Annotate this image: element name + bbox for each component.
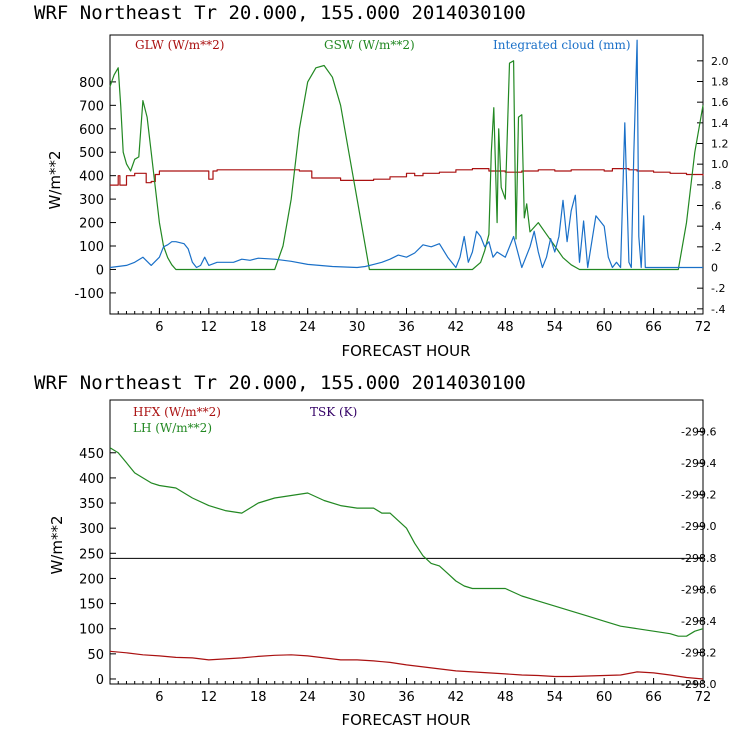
- y2-tick-label: .6: [711, 200, 722, 213]
- x-tick-label: 12: [201, 690, 218, 705]
- y-tick-label: 800: [79, 76, 104, 91]
- x-tick-label: 12: [201, 320, 218, 335]
- panel-1-title: WRF Northeast Tr 20.000, 155.000 2014030…: [34, 2, 526, 24]
- legend-integrated-cloud: Integrated cloud (mm): [493, 38, 631, 52]
- y2-tick-label: -298.2: [681, 646, 716, 659]
- y2-tick-label: 0: [711, 262, 718, 275]
- y-tick-label: 200: [79, 217, 104, 232]
- y-tick-label: 450: [79, 447, 104, 462]
- y2-tick-label: .4: [711, 220, 722, 233]
- x-tick-label: 60: [596, 690, 613, 705]
- y2-tick-label: -299.4: [681, 457, 716, 470]
- panel-2: WRF Northeast Tr 20.000, 155.000 2014030…: [34, 372, 716, 729]
- series-line-lh: [109, 447, 704, 637]
- y-tick-label: 100: [79, 240, 104, 255]
- legend-lh: LH (W/m**2): [133, 421, 212, 435]
- y-tick-label: 350: [79, 497, 104, 512]
- x-tick-label: 30: [349, 690, 366, 705]
- x-tick-label: 42: [448, 690, 465, 705]
- panel-2-ylabel: W/m**2: [48, 515, 66, 574]
- y-tick-label: 200: [79, 572, 104, 587]
- y2-tick-label: -299.6: [681, 426, 716, 439]
- legend-gsw: GSW (W/m**2): [324, 38, 415, 52]
- y2-tick-label: -.4: [711, 303, 725, 316]
- y-tick-label: 300: [79, 193, 104, 208]
- series-line-integrated: [109, 39, 703, 269]
- panel-1-xlabel: FORECAST HOUR: [341, 342, 470, 360]
- y-tick-label: 700: [79, 99, 104, 114]
- y2-tick-label: -298.0: [681, 678, 716, 691]
- y-tick-label: -100: [74, 287, 104, 302]
- x-tick-label: 18: [250, 690, 267, 705]
- series-line-glw: [110, 168, 704, 186]
- legend-tsk: TSK (K): [310, 405, 357, 419]
- y-tick-label: 300: [79, 522, 104, 537]
- y-tick-label: 250: [79, 547, 104, 562]
- y2-tick-label: 1.6: [711, 96, 729, 109]
- x-tick-label: 18: [250, 320, 267, 335]
- x-tick-label: 72: [695, 690, 712, 705]
- y-tick-label: 100: [79, 623, 104, 638]
- y2-tick-label: .8: [711, 179, 722, 192]
- x-tick-label: 72: [695, 320, 712, 335]
- x-tick-label: 24: [299, 320, 316, 335]
- y-tick-label: 400: [79, 472, 104, 487]
- series-line-hfx: [109, 650, 704, 680]
- y-tick-label: 400: [79, 170, 104, 185]
- y-tick-label: 500: [79, 146, 104, 161]
- y2-tick-label: 1.8: [711, 76, 729, 89]
- y2-tick-label: -.2: [711, 282, 725, 295]
- x-tick-label: 6: [155, 690, 163, 705]
- panel-2-title: WRF Northeast Tr 20.000, 155.000 2014030…: [34, 372, 526, 394]
- y2-tick-label: -298.4: [681, 615, 716, 628]
- y2-tick-label: -298.6: [681, 583, 716, 596]
- panel-2-plot-frame: [109, 399, 704, 685]
- x-tick-label: 36: [398, 320, 415, 335]
- x-tick-label: 60: [596, 320, 613, 335]
- y-tick-label: 0: [96, 263, 104, 278]
- x-tick-label: 36: [398, 690, 415, 705]
- panel-1-ylabel: W/m**2: [46, 150, 64, 209]
- y2-tick-label: 1.2: [711, 138, 729, 151]
- legend-hfx: HFX (W/m**2): [133, 405, 221, 419]
- series-line-gsw: [109, 60, 704, 271]
- x-tick-label: 30: [349, 320, 366, 335]
- x-tick-label: 24: [299, 690, 316, 705]
- y2-tick-label: 1.4: [711, 117, 729, 130]
- y2-tick-label: -299.2: [681, 489, 716, 502]
- y2-tick-label: 1.0: [711, 158, 729, 171]
- y-tick-label: 0: [96, 673, 104, 688]
- y-tick-label: 50: [87, 648, 104, 663]
- panel-1: WRF Northeast Tr 20.000, 155.000 2014030…: [34, 2, 729, 360]
- y-tick-label: 600: [79, 123, 104, 138]
- x-tick-label: 66: [645, 320, 662, 335]
- x-tick-label: 42: [448, 320, 465, 335]
- panel-2-xlabel: FORECAST HOUR: [341, 711, 470, 729]
- y2-tick-label: .2: [711, 241, 722, 254]
- y2-tick-label: 2.0: [711, 55, 729, 68]
- x-tick-label: 54: [546, 320, 563, 335]
- x-tick-label: 66: [645, 690, 662, 705]
- y2-tick-label: -299.0: [681, 520, 716, 533]
- x-tick-label: 6: [155, 320, 163, 335]
- y-tick-label: 150: [79, 598, 104, 613]
- x-tick-label: 48: [497, 690, 514, 705]
- x-tick-label: 48: [497, 320, 514, 335]
- x-tick-label: 54: [546, 690, 563, 705]
- legend-glw: GLW (W/m**2): [135, 38, 224, 52]
